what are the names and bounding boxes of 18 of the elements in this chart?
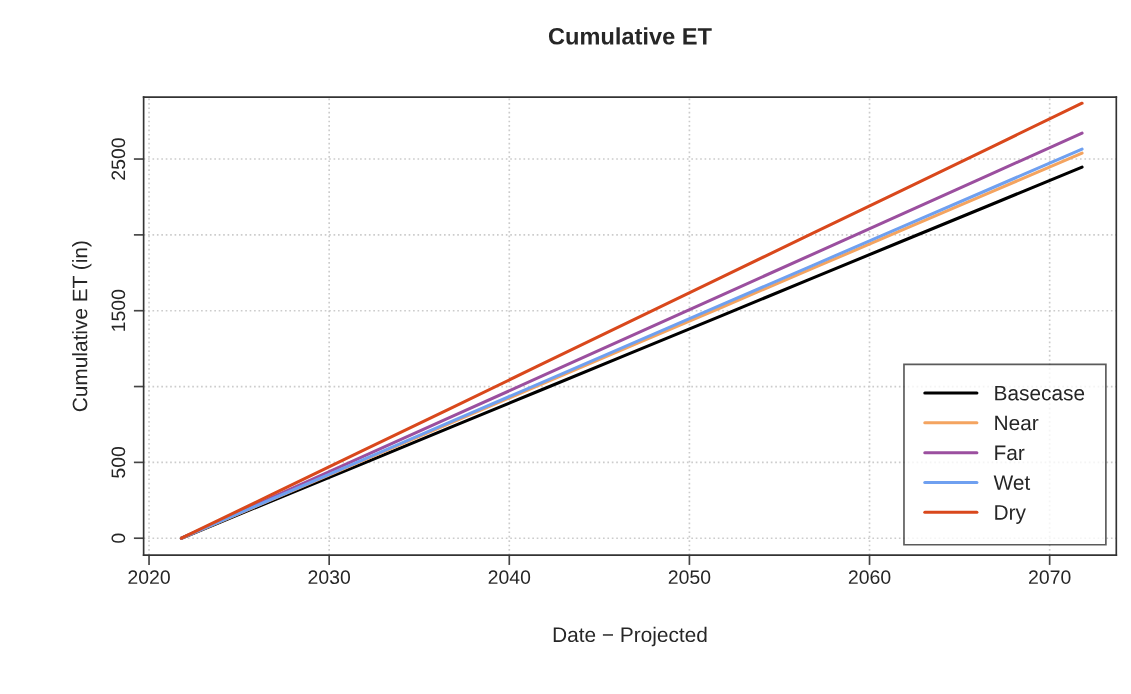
x-tick-label: 2030 <box>308 570 351 585</box>
x-tick-label: 2050 <box>668 570 711 585</box>
y-tick-label: 0 <box>111 533 126 543</box>
legend-label: Dry <box>995 505 1026 524</box>
y-axis-title: Cumulative ET (in) <box>72 241 92 412</box>
chart-title: Cumulative ET <box>548 27 712 45</box>
y-tick-label: 1500 <box>111 289 126 331</box>
legend-label: Basecase <box>995 385 1085 401</box>
x-tick-label: 2060 <box>848 570 891 585</box>
x-tick-label: 2020 <box>128 570 170 585</box>
y-tick-label: 500 <box>111 446 126 478</box>
y-tick-label: 2500 <box>111 138 126 180</box>
x-tick-label: 2040 <box>488 570 531 585</box>
x-axis-title: Date − Projected <box>553 626 707 647</box>
x-tick-label: 2070 <box>1029 570 1071 585</box>
legend-label: Near <box>995 415 1039 431</box>
legend-label: Far <box>995 445 1025 461</box>
legend-label: Wet <box>993 475 1031 490</box>
